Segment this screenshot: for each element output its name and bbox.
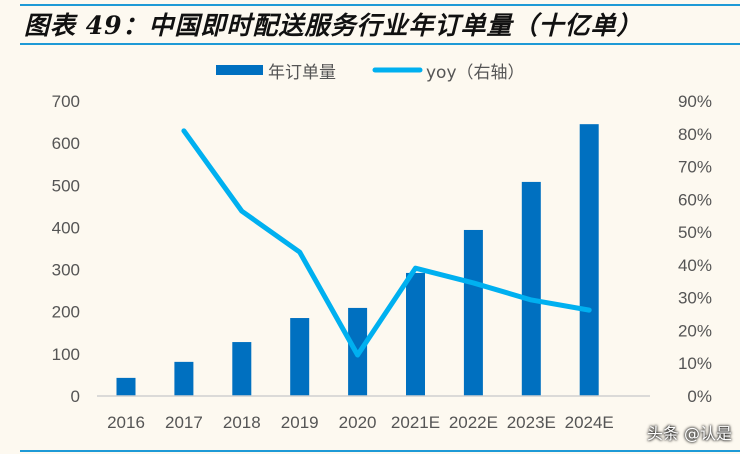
y-tick-label: 300 xyxy=(52,261,80,280)
bar-2018 xyxy=(232,342,252,396)
y2-tick-label: 20% xyxy=(678,321,712,340)
x-tick-label: 2024E xyxy=(565,413,614,432)
x-tick-label: 2023E xyxy=(507,413,556,432)
line-series xyxy=(181,128,592,358)
y2-tick-label: 60% xyxy=(678,190,712,209)
y-tick-label: 500 xyxy=(52,176,80,195)
bar-series xyxy=(116,124,599,396)
x-tick-label: 2018 xyxy=(223,413,261,432)
y2-tick-label: 50% xyxy=(678,223,712,242)
bar-2024E xyxy=(579,124,599,396)
yoy-point-2018 xyxy=(239,209,244,214)
x-tick-label: 2020 xyxy=(339,413,377,432)
yoy-point-2022E xyxy=(471,280,476,285)
y-axis-left: 0 100 200 300 400 500 600 700 xyxy=(52,92,80,406)
bar-2021E xyxy=(406,272,425,396)
yoy-point-2020 xyxy=(355,353,360,358)
yoy-point-2023E xyxy=(529,297,534,302)
legend: 年订单量 yoy（右轴） xyxy=(216,63,525,83)
bar-2023E xyxy=(521,181,541,396)
yoy-point-2021E xyxy=(413,266,418,271)
y-tick-label: 200 xyxy=(52,303,80,322)
y2-tick-label: 70% xyxy=(678,158,712,177)
bar-2019 xyxy=(290,318,310,396)
y-tick-label: 400 xyxy=(52,218,80,237)
x-tick-label: 2017 xyxy=(165,413,203,432)
legend-swatch-bar xyxy=(216,65,263,75)
y-tick-label: 100 xyxy=(52,345,80,364)
x-tick-label: 2016 xyxy=(107,413,145,432)
legend-label-bar: 年订单量 xyxy=(268,63,336,83)
x-axis: 2016 2017 2018 2019 2020 2021E 2022E 2023E 2024E xyxy=(107,413,614,432)
y2-tick-label: 0% xyxy=(687,387,712,406)
y2-tick-label: 30% xyxy=(678,289,712,308)
footer-rule xyxy=(20,450,740,452)
title-bottom-rule xyxy=(20,43,740,45)
y-axis-right: 0% 10% 20% 30% 40% 50% 60% 70% 80% 90% xyxy=(678,92,712,406)
bar-2022E xyxy=(463,229,483,396)
y-tick-label: 600 xyxy=(52,134,80,153)
yoy-point-2019 xyxy=(297,250,302,255)
yoy-point-2024E xyxy=(587,308,592,313)
yoy-point-2017 xyxy=(181,128,186,133)
y2-tick-label: 10% xyxy=(678,354,712,373)
y-tick-label: 0 xyxy=(71,387,80,406)
watermark: 头条 @认是 xyxy=(646,424,732,443)
title-top-rule xyxy=(20,4,740,6)
y2-tick-label: 90% xyxy=(678,92,712,111)
x-tick-label: 2022E xyxy=(449,413,498,432)
chart-title: 图表 49：中国即时配送服务行业年订单量（十亿单） xyxy=(24,11,643,40)
legend-label-line: yoy（右轴） xyxy=(426,63,525,83)
yoy-line xyxy=(181,128,592,358)
y2-tick-label: 80% xyxy=(678,125,712,144)
x-tick-label: 2019 xyxy=(281,413,319,432)
bar-2017 xyxy=(174,361,194,396)
y2-tick-label: 40% xyxy=(678,256,712,275)
y-tick-label: 700 xyxy=(52,92,80,111)
bar-2016 xyxy=(116,377,136,396)
x-tick-label: 2021E xyxy=(391,413,440,432)
